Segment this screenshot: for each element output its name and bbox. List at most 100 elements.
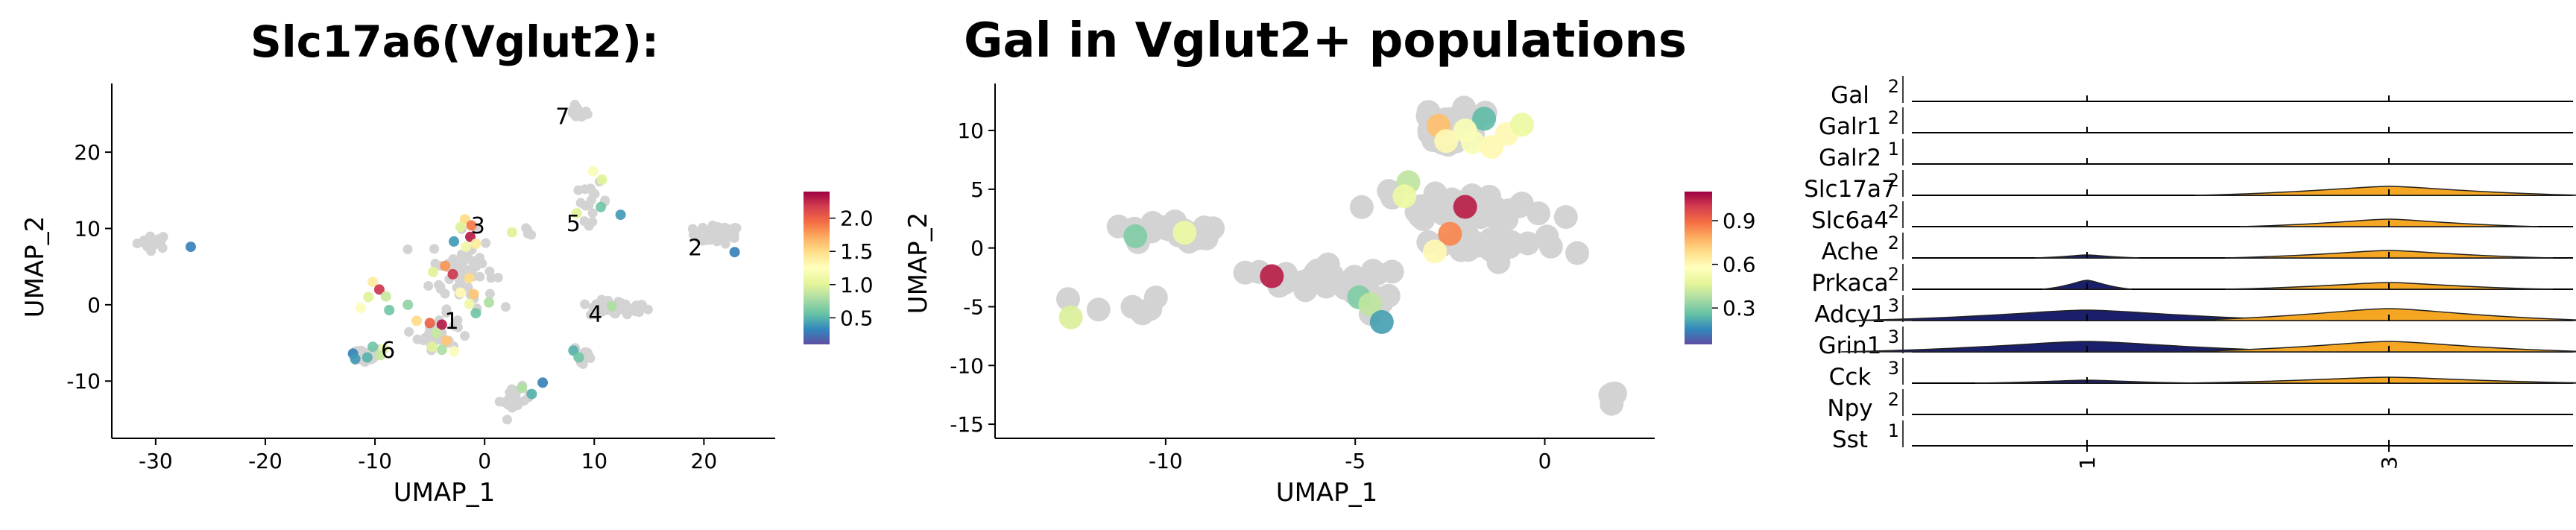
- expression-point: [606, 300, 617, 312]
- background-cells: [1056, 95, 1627, 416]
- expression-point: [573, 352, 584, 363]
- expression-point: [1453, 195, 1477, 219]
- violin-row: Sst 1: [1832, 420, 2573, 453]
- grey-cell: [481, 238, 491, 248]
- grey-cell: [441, 308, 452, 318]
- grey-cell: [523, 224, 533, 235]
- category-label: 1: [2075, 456, 2100, 470]
- violin-row: Prkaca 2: [1811, 264, 2573, 297]
- grey-cell: [503, 394, 514, 405]
- gene-label: Slc6a4: [1811, 207, 1889, 234]
- grey-cell: [730, 223, 740, 233]
- expression-point: [363, 291, 374, 303]
- expression-point: [537, 377, 549, 388]
- grey-cell: [402, 245, 413, 254]
- expression-point: [517, 382, 528, 394]
- grey-cell: [1349, 195, 1374, 219]
- grey-cell: [448, 254, 458, 264]
- grey-cell: [593, 303, 604, 312]
- violin-shape: [2179, 308, 2576, 321]
- grey-cell: [145, 243, 156, 253]
- expression-point: [1472, 107, 1497, 131]
- grey-cell: [619, 303, 629, 314]
- expression-point: [596, 201, 607, 212]
- expression-point: [1369, 310, 1394, 334]
- expression-point: [1358, 292, 1383, 317]
- row-max-label: 2: [1888, 170, 1899, 191]
- gene-label: Galr1: [1819, 113, 1881, 140]
- expression-point: [470, 308, 482, 319]
- row-max-label: 2: [1888, 389, 1899, 410]
- axes: -10 -5 0 -15 -10 -5 0 5 10: [950, 83, 1655, 473]
- grey-cell: [494, 397, 505, 407]
- y-tick-label: -10: [950, 353, 984, 378]
- colorbar: [804, 192, 830, 344]
- grey-cell: [1515, 231, 1540, 256]
- cluster-label: 3: [471, 213, 485, 239]
- grey-cell: [463, 283, 473, 292]
- expression-point: [373, 284, 385, 295]
- x-tick-label: -10: [358, 449, 392, 473]
- row-max-label: 2: [1888, 233, 1899, 253]
- colorbar: [1685, 192, 1712, 344]
- expression-point: [402, 299, 414, 310]
- expression-point: [1510, 113, 1534, 137]
- violin-row: Galr1 2: [1819, 107, 2573, 140]
- expression-point: [1123, 224, 1148, 248]
- row-max-label: 2: [1888, 76, 1899, 97]
- grey-cell: [1507, 194, 1532, 218]
- expression-point: [426, 341, 438, 353]
- grey-cell: [578, 107, 588, 118]
- grey-cell: [1360, 259, 1385, 283]
- row-max-label: 2: [1888, 201, 1899, 222]
- colorbar-ticks: 0.3 0.6 0.9: [1712, 209, 1756, 321]
- gene-label: Ache: [1822, 239, 1878, 265]
- grey-cell: [643, 304, 653, 315]
- grey-cell: [580, 184, 590, 195]
- expression-point: [367, 341, 379, 353]
- expression-point: [441, 335, 452, 346]
- cluster-label: 2: [688, 236, 702, 262]
- gene-label: Prkaca: [1811, 270, 1888, 297]
- grey-cell: [701, 235, 711, 245]
- grey-cell: [1380, 259, 1404, 284]
- violin-row: Grin1 3: [1819, 326, 2576, 359]
- x-tick-label: -20: [248, 449, 282, 473]
- expression-point: [1460, 130, 1485, 154]
- y-tick-label: -15: [950, 412, 984, 437]
- grey-cell: [507, 403, 517, 413]
- violin-row: Adcy1 3: [1814, 295, 2576, 328]
- y-tick-label: 20: [74, 140, 101, 165]
- grey-cell: [571, 111, 581, 122]
- grey-cell: [429, 244, 440, 254]
- expression-point: [526, 388, 537, 400]
- grey-cell: [493, 272, 503, 283]
- expression-point: [431, 327, 442, 338]
- grey-cell: [514, 397, 524, 407]
- gene-label: Slc17a7: [1804, 176, 1896, 203]
- expression-point: [506, 227, 517, 238]
- expression-point: [1058, 305, 1083, 329]
- y-tick-label: 0: [970, 236, 984, 261]
- colorbar-tick-label: 0.6: [1723, 253, 1756, 277]
- grey-cell: [575, 198, 586, 208]
- expression-point: [362, 352, 373, 363]
- expression-point: [466, 220, 477, 231]
- violin-shape: [2179, 376, 2576, 384]
- cluster-label: 7: [555, 104, 569, 130]
- x-tick-label: -10: [1149, 449, 1183, 473]
- x-axis-label: UMAP_1: [394, 478, 496, 508]
- grey-cell: [502, 414, 512, 425]
- expression-point: [380, 291, 391, 302]
- y-tick-label: -5: [963, 294, 984, 319]
- grey-cell: [580, 299, 590, 309]
- grey-cell: [1480, 204, 1505, 228]
- expression-point: [615, 209, 626, 221]
- violin-row: Npy 2: [1827, 389, 2573, 422]
- grey-cell: [723, 230, 733, 241]
- grey-cell: [1497, 235, 1522, 259]
- grey-cell: [486, 273, 496, 283]
